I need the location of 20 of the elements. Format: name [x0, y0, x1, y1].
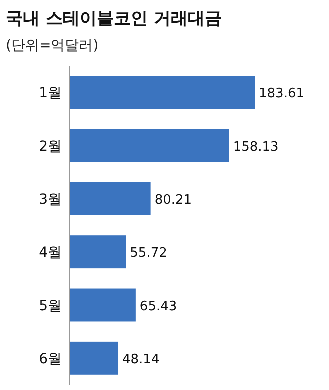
bar — [70, 342, 119, 375]
data-label: 48.14 — [122, 352, 160, 368]
bar — [70, 236, 126, 269]
data-label: 158.13 — [233, 140, 279, 155]
y-tick-label: 1월 — [39, 86, 62, 102]
bar — [70, 182, 151, 216]
data-label: 65.43 — [140, 299, 178, 314]
bar — [70, 288, 136, 322]
data-label: 55.72 — [130, 246, 168, 262]
chart-title: 국내 스테이블코인 거래대금 — [6, 9, 222, 29]
y-tick-label: 3월 — [39, 192, 62, 208]
data-label: 80.21 — [154, 192, 192, 208]
y-tick-label: 5월 — [39, 298, 62, 314]
bar — [70, 129, 230, 162]
chart-subtitle: (단위=억달러) — [6, 38, 99, 54]
y-tick-label: 6월 — [39, 351, 62, 368]
data-label: 183.61 — [259, 86, 304, 102]
y-tick-label: 2월 — [39, 138, 62, 155]
bar — [70, 76, 255, 110]
y-tick-label: 4월 — [39, 245, 62, 262]
